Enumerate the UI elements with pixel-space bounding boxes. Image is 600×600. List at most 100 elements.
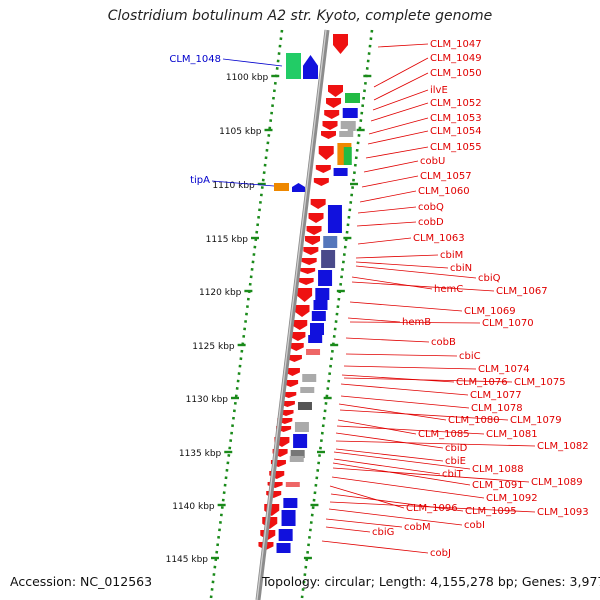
ruler-tick-label: 1140 kbp: [172, 502, 215, 512]
gene-label: CLM_1092: [486, 493, 538, 504]
gene-label: cbiG: [372, 527, 394, 538]
gene-arrow-blue: [303, 55, 318, 79]
gene-box: [302, 374, 317, 382]
ruler-right-dotted-line: [300, 29, 374, 599]
gene-box: [276, 543, 291, 553]
label-leader: [338, 403, 447, 421]
gene-label: cobD: [418, 217, 444, 228]
gene-arrow-red: [286, 355, 302, 362]
label-leader: [328, 508, 463, 526]
gene-arrow-red: [292, 320, 308, 330]
label-leader: [340, 395, 470, 409]
genome-backbone: [255, 29, 330, 600]
gene-label: CLM_1080: [448, 415, 500, 426]
gene-label: CLM_1075: [514, 377, 566, 388]
label-leader: [367, 130, 429, 145]
gene-arrow-red: [318, 146, 334, 160]
gene-label: CLM_1047: [430, 39, 482, 50]
gene-label: cobU: [420, 156, 445, 167]
gene-label: cobJ: [430, 548, 451, 559]
gene-arrow-red: [321, 131, 336, 139]
gene-box: [321, 250, 336, 268]
label-leader: [347, 317, 401, 323]
gene-label: CLM_1089: [531, 477, 583, 488]
gene-label: CLM_1076: [456, 377, 508, 388]
gene-label: cobI: [464, 520, 485, 531]
gene-box-small: [347, 121, 356, 131]
label-leader: [335, 432, 444, 449]
gene-label: CLM_1085: [418, 429, 470, 440]
label-leader: [355, 254, 439, 259]
gene-arrow-red: [306, 226, 322, 235]
label-leader: [321, 540, 429, 554]
gene-arrow-red: [333, 34, 348, 54]
gene-box: [311, 311, 326, 321]
gene-box-green: [286, 53, 301, 79]
gene-box: [327, 205, 342, 233]
gene-box: [339, 131, 354, 137]
ruler-tick-label: 1135 kbp: [179, 449, 222, 459]
label-leader: [356, 221, 417, 227]
label-leader: [357, 237, 412, 245]
label-leader: [368, 117, 429, 135]
ruler-tick-label: 1110 kbp: [212, 181, 255, 191]
gene-box: [278, 529, 293, 541]
gene-label: CLM_1052: [430, 98, 482, 109]
label-leader: [332, 462, 471, 486]
gene-label: cbiT: [442, 469, 464, 480]
gene-label: CLM_1050: [430, 68, 482, 79]
gene-arrow-red: [308, 213, 324, 223]
gene-label: CLM_1063: [413, 233, 465, 244]
gene-label: cbiE: [445, 456, 466, 467]
gene-label: CLM_1077: [470, 390, 522, 401]
gene-arrow-red: [294, 305, 310, 317]
gene-label: CLM_1057: [420, 171, 472, 182]
label-leaders: [211, 43, 536, 554]
label-leader: [337, 419, 417, 435]
kbp-ruler: 1100 kbp 1105 kbp 1110 kbp 1115 kbp 1120 kbp…: [166, 29, 374, 599]
gene-label: CLM_1082: [537, 441, 589, 452]
gene-label: CLM_1054: [430, 126, 482, 137]
gene-arrow-red: [297, 288, 313, 302]
gene-label: cobB: [431, 337, 456, 348]
gene-box: [306, 349, 321, 355]
label-leader: [363, 160, 419, 173]
gene-arrow-red: [326, 98, 342, 108]
gene-box: [308, 335, 323, 343]
gene-label: cbiM: [440, 250, 463, 261]
gene-box-orange: [274, 183, 289, 191]
label-leader: [377, 43, 429, 48]
label-leader: [339, 409, 509, 421]
gene-arrow-red: [300, 268, 316, 274]
gene-label: tipA: [190, 175, 210, 186]
gene-arrow-red: [290, 332, 306, 341]
label-leader: [370, 102, 429, 122]
genome-summary-text: Topology: circular; Length: 4,155,278 bp…: [262, 574, 600, 589]
gene-box: [310, 323, 324, 335]
ruler-tick-label: 1130 kbp: [186, 395, 229, 405]
gene-arrow-red: [301, 258, 317, 265]
gene-label: CLM_1081: [486, 429, 538, 440]
gene-box: [285, 482, 300, 487]
label-leader: [351, 276, 433, 290]
gene-label: CLM_1074: [478, 364, 530, 375]
gene-label: CLM_1095: [465, 506, 517, 517]
gene-arrow-blue: [292, 183, 305, 192]
gene-label: CLM_1088: [472, 464, 524, 475]
gene-box-small: [352, 93, 360, 103]
label-leader: [373, 57, 429, 88]
label-leader: [372, 89, 429, 111]
label-leader: [355, 265, 477, 279]
label-leader: [349, 321, 481, 324]
gene-label: CLM_1067: [496, 286, 548, 297]
gene-box: [297, 402, 312, 410]
gene-box: [283, 498, 298, 508]
gene-box: [281, 510, 296, 526]
gene-label: cbiN: [450, 263, 472, 274]
gene-label: hemB: [402, 317, 431, 328]
label-leader: [343, 377, 513, 383]
gene-label: CLM_1049: [430, 53, 482, 64]
label-leader: [329, 485, 405, 509]
gene-label: CLM_1079: [510, 415, 562, 426]
gene-box-small: [343, 147, 352, 165]
